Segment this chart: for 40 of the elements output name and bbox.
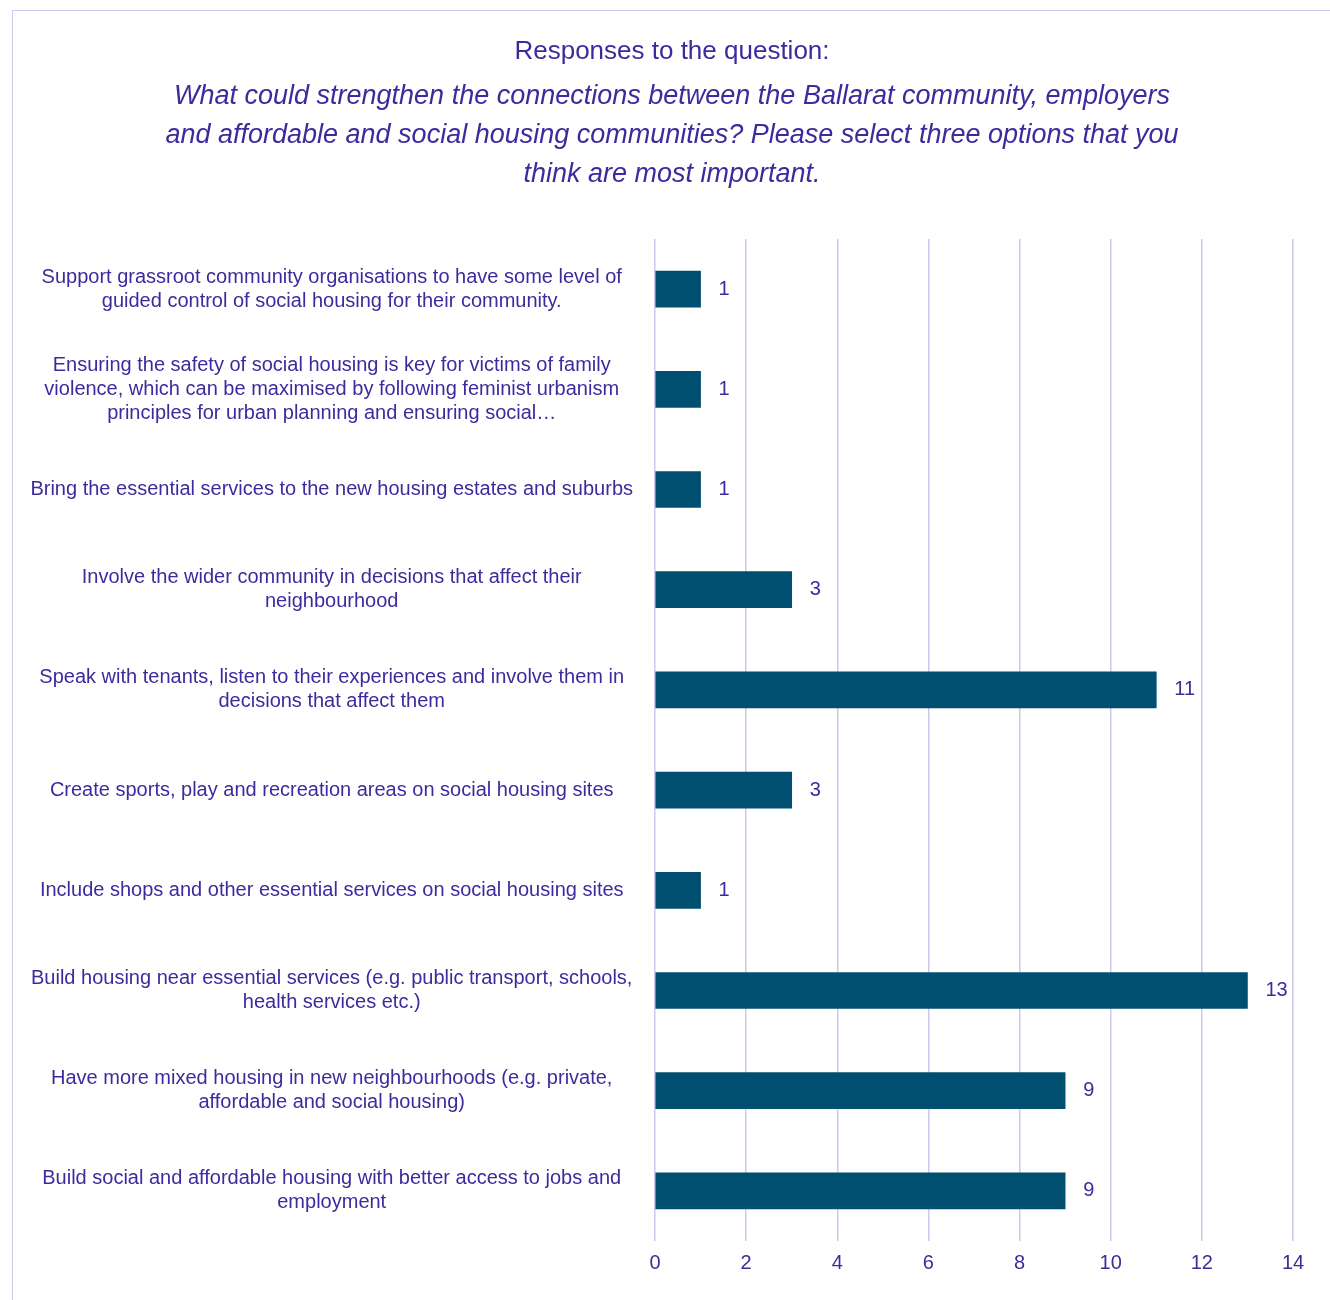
bar <box>655 1072 1066 1110</box>
bar <box>655 270 701 308</box>
bar <box>655 1172 1066 1210</box>
x-tick-label: 10 <box>1099 1250 1122 1273</box>
chart-subtitle: What could strengthen the connections between the Ballarat community, employers and affordable and social housing communities? Please select three options that you think are most important. <box>164 79 1180 190</box>
x-tick-label: 12 <box>1190 1250 1213 1273</box>
bar <box>655 671 1157 709</box>
bar <box>655 771 793 809</box>
y-tick-label: Include shops and other essential services on social housing sites <box>39 877 624 900</box>
data-label: 3 <box>809 577 821 600</box>
bar <box>655 571 793 609</box>
x-tick-label: 8 <box>1014 1250 1026 1273</box>
bar <box>655 972 1248 1009</box>
data-label: 9 <box>1083 1178 1095 1201</box>
data-label: 1 <box>718 376 730 399</box>
data-label: 1 <box>718 877 730 900</box>
x-tick-label: 2 <box>740 1250 752 1273</box>
bar <box>655 370 701 408</box>
y-tick-label: Involve the wider community in decisions that affect their neighbourhood <box>81 565 582 612</box>
x-tick-label: 4 <box>831 1250 843 1273</box>
y-tick-label: Build housing near essential services (e.g. public transport, schools, health services etc.) <box>30 966 633 1013</box>
bar <box>655 471 701 508</box>
data-label: 3 <box>809 777 821 800</box>
y-tick-label: Bring the essential services to the new housing estates and suburbs <box>30 477 633 500</box>
data-label: 9 <box>1083 1078 1095 1101</box>
y-tick-label: Support grassroot community organisations to have some level of guided control of social housing for their community. <box>41 264 623 311</box>
x-tick-label: 14 <box>1281 1250 1305 1273</box>
x-tick-label: 6 <box>922 1250 934 1273</box>
data-label: 11 <box>1174 677 1196 700</box>
y-tick-label: Create sports, play and recreation areas on social housing sites <box>49 777 614 800</box>
y-tick-label: Build social and affordable housing with better access to jobs and employment <box>42 1166 622 1213</box>
chart-title: Responses to the question: <box>513 35 831 66</box>
y-tick-label: Speak with tenants, listen to their experiences and involve them in decisions that affect them <box>39 665 625 712</box>
bar <box>655 871 701 909</box>
y-tick-label: Ensuring the safety of social housing is key for victims of family violence, which can be maximised by following feminist urbanism principles for urban planning and ensuring social… <box>44 352 620 423</box>
data-label: 1 <box>718 477 730 500</box>
data-label: 1 <box>718 276 730 299</box>
x-tick-label: 0 <box>649 1250 661 1273</box>
y-tick-label: Have more mixed housing in new neighbourhoods (e.g. private, affordable and social housing) <box>50 1066 613 1113</box>
data-label: 13 <box>1265 978 1288 1001</box>
